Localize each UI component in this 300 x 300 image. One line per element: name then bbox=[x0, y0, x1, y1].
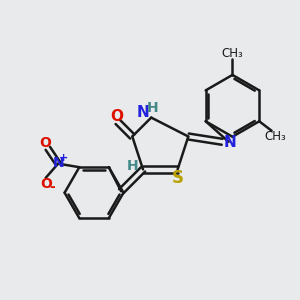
Text: H: H bbox=[127, 160, 139, 173]
Text: N: N bbox=[136, 105, 149, 120]
Text: CH₃: CH₃ bbox=[264, 130, 286, 142]
Text: S: S bbox=[172, 169, 184, 187]
Text: N: N bbox=[224, 135, 236, 150]
Text: O: O bbox=[40, 177, 52, 191]
Text: O: O bbox=[39, 136, 51, 150]
Text: H: H bbox=[147, 101, 158, 115]
Text: N: N bbox=[52, 156, 64, 170]
Text: +: + bbox=[58, 153, 68, 164]
Text: CH₃: CH₃ bbox=[222, 47, 243, 60]
Text: -: - bbox=[49, 180, 55, 194]
Text: O: O bbox=[110, 109, 123, 124]
